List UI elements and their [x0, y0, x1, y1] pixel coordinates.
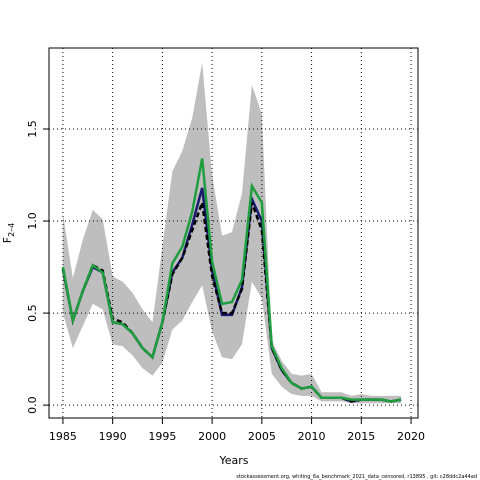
y-axis-label: F2–4 — [1, 223, 16, 244]
x-axis-label: Years — [218, 454, 248, 467]
series-line — [61, 158, 402, 403]
x-tick-label: 2005 — [248, 430, 276, 443]
x-tick-label: 2015 — [347, 430, 375, 443]
x-tick-label: 2010 — [298, 430, 326, 443]
x-tick-label: 1985 — [49, 430, 77, 443]
x-tick-label: 2000 — [198, 430, 226, 443]
y-tick-label: 0.5 — [26, 304, 39, 322]
x-tick-label: 1995 — [148, 430, 176, 443]
plot-frame — [48, 47, 419, 419]
y-axis-label-sub: 2–4 — [7, 223, 16, 237]
x-tick-label: 2020 — [397, 430, 425, 443]
footnote: stockassessment.org, whiting_6a_benchmar… — [236, 474, 477, 480]
y-tick-label: 1.0 — [26, 212, 39, 230]
y-tick-label: 1.5 — [26, 120, 39, 138]
y-axis-label-main: F — [1, 237, 14, 243]
confidence-band — [62, 62, 402, 404]
x-tick-label: 1990 — [99, 430, 127, 443]
y-tick-label: 0.0 — [26, 396, 39, 414]
